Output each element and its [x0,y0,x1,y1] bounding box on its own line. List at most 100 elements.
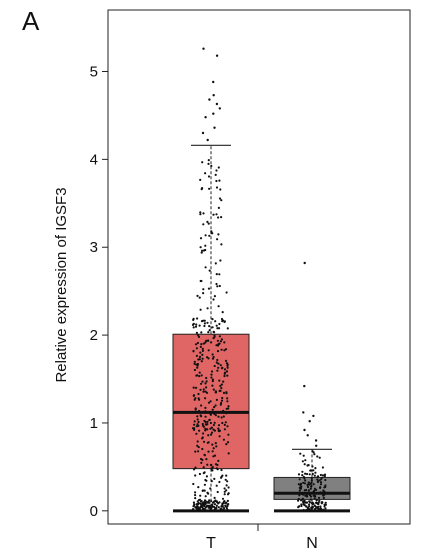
data-point [223,490,226,493]
data-point [202,342,205,345]
data-point [200,331,203,334]
data-point [220,199,223,202]
data-point [207,434,210,437]
data-point [214,173,217,176]
data-point [323,503,326,506]
data-point [202,440,206,443]
data-point [204,495,207,498]
data-point [297,483,300,486]
data-point [211,318,214,321]
data-point [225,391,228,394]
data-point [217,362,220,365]
data-point [199,213,202,216]
data-point [209,433,213,436]
data-point [192,482,195,486]
data-point [212,213,215,216]
data-point [308,492,311,495]
data-point [199,178,202,181]
data-point [221,497,225,500]
data-point [193,411,196,414]
data-point [210,505,213,509]
data-point [219,364,222,367]
data-point [205,391,209,394]
data-point [309,469,312,472]
data-point [213,454,217,457]
data-point [218,342,221,345]
data-point [200,251,203,254]
y-tick-label: 5 [90,64,98,81]
data-point [196,366,199,369]
data-point [192,317,195,320]
data-point [313,504,316,507]
data-point [322,508,325,511]
data-point [205,458,208,461]
data-point [224,421,227,424]
data-point [301,460,304,463]
outlier-point [202,47,205,50]
data-point [195,363,198,366]
data-point [319,491,322,494]
data-point [322,490,325,493]
data-point [220,383,223,386]
data-point [197,499,200,502]
data-point [202,390,205,393]
data-point [306,495,309,498]
data-point [201,353,204,356]
data-point [214,262,217,265]
data-point [227,486,230,489]
data-point [324,478,327,482]
data-point [216,238,219,241]
data-point [221,320,224,323]
outlier-point [212,112,215,115]
data-point [305,505,308,508]
data-point [200,320,204,323]
data-point [299,452,302,455]
data-point [323,486,326,489]
data-point [204,406,207,409]
data-point [215,186,219,189]
data-point [208,234,211,237]
data-point [217,415,220,418]
data-point [322,494,325,497]
data-point [206,321,209,324]
data-point [210,376,213,379]
data-point [216,327,219,330]
data-point [223,487,226,490]
data-point [212,355,215,359]
data-point [209,487,212,490]
data-point [312,483,315,486]
data-point [207,357,210,360]
data-point [312,451,315,454]
data-point [320,502,323,505]
data-point [226,400,229,403]
data-point [212,337,215,340]
data-point [217,206,220,209]
data-point [191,508,195,511]
data-point [218,335,221,338]
data-point [203,319,206,322]
data-point [202,223,205,226]
data-point [194,497,197,500]
data-point [213,421,216,424]
data-point [315,505,318,509]
data-point [324,484,327,487]
data-point [197,486,200,489]
data-point [195,354,198,357]
data-point [216,463,219,467]
data-point [201,347,204,350]
data-point [204,382,207,385]
data-point [208,329,211,332]
data-point [205,423,208,426]
data-point [215,169,218,172]
data-point [203,324,206,328]
data-point [219,259,222,262]
data-point [210,480,213,483]
data-point [308,473,311,476]
data-point [195,347,198,350]
data-point [192,326,195,329]
outlier-point [201,131,205,135]
jitter-points [191,47,327,512]
data-point [193,420,196,423]
y-tick-label: 4 [90,151,98,168]
data-point [193,423,196,426]
